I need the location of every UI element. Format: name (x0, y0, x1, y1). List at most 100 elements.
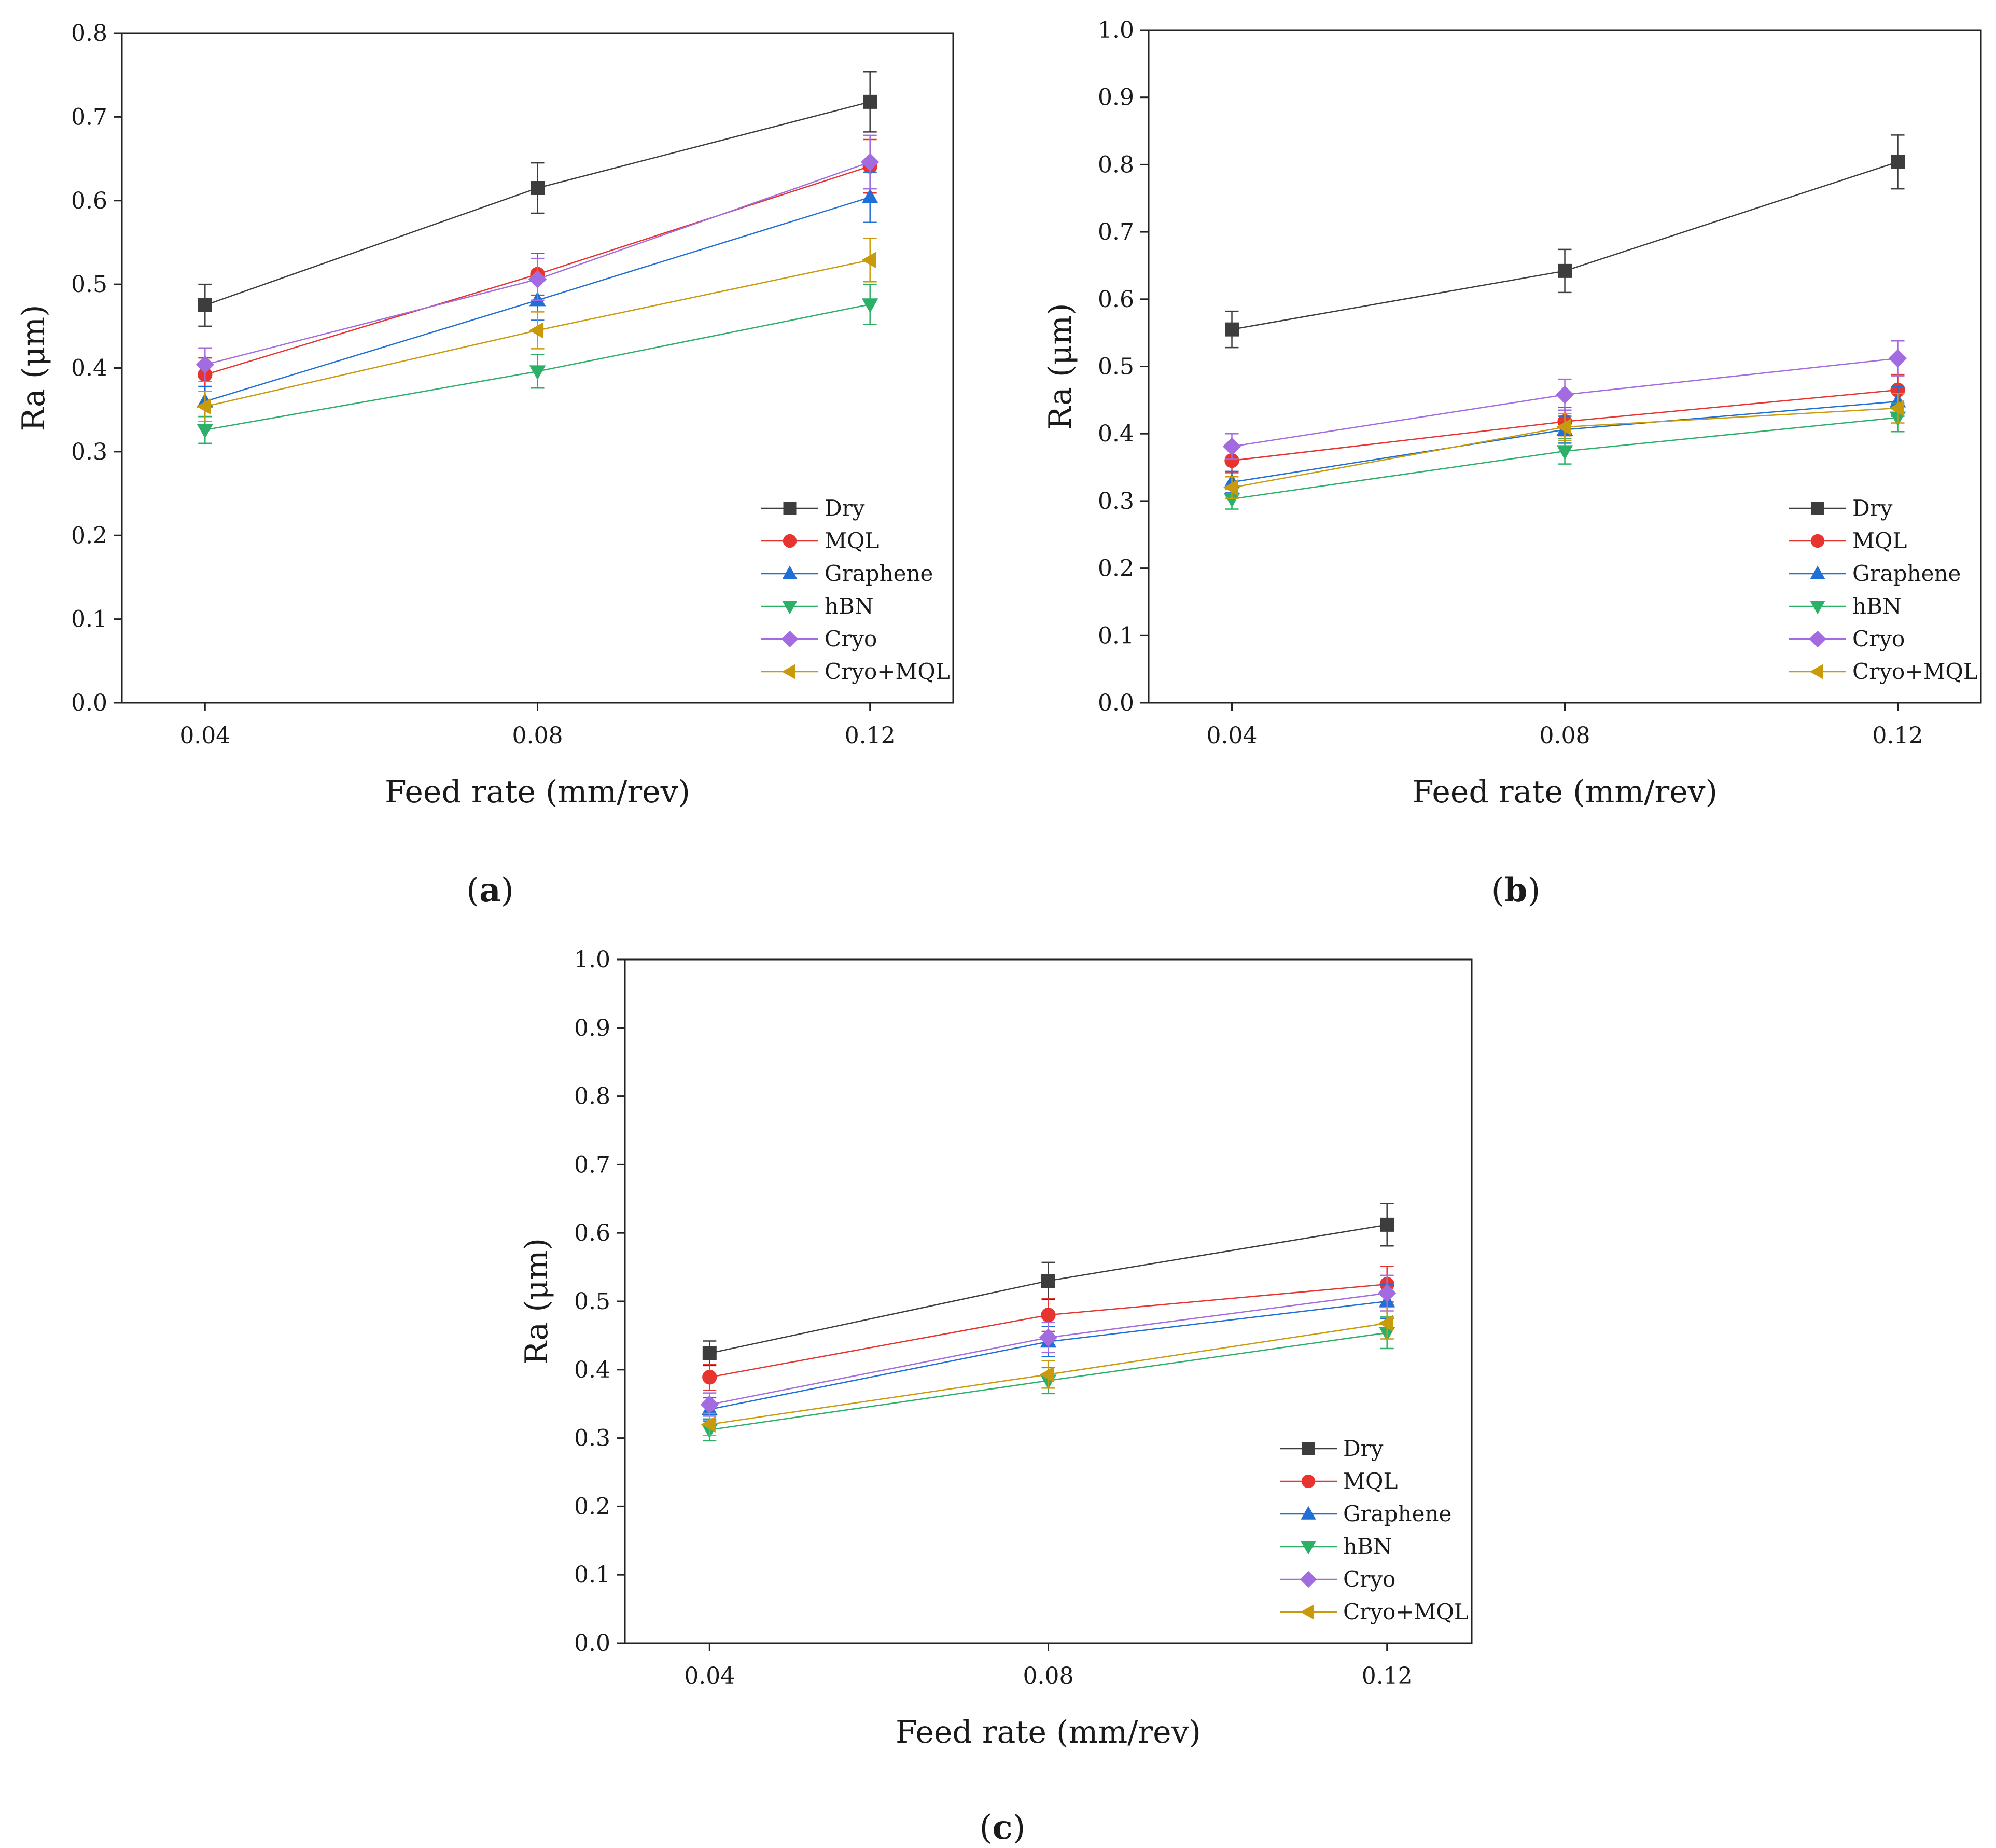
data-point (1041, 1273, 1055, 1288)
legend-label: MQL (1852, 528, 1907, 553)
legend-label: Cryo (825, 626, 877, 651)
legend: Dry MQL Graphene hBN Cryo Cryo+MQL (761, 495, 950, 684)
y-tick-label: 0.9 (574, 1015, 610, 1041)
x-tick-label: 0.08 (512, 722, 563, 749)
data-point (861, 188, 878, 203)
x-tick-label: 0.08 (1540, 722, 1590, 749)
legend-marker (1809, 664, 1823, 679)
y-tick-label: 0.8 (1098, 151, 1134, 178)
y-tick-label: 0.5 (574, 1288, 610, 1315)
y-tick-label: 1.0 (1098, 17, 1134, 44)
legend-marker (781, 664, 795, 679)
legend-label: Cryo+MQL (1343, 1599, 1469, 1624)
legend-marker (1810, 601, 1825, 615)
data-point (1555, 385, 1574, 404)
y-tick-label: 0.5 (1098, 354, 1134, 380)
y-tick-label: 1.0 (574, 947, 610, 973)
data-point (702, 1346, 717, 1360)
legend-label: Dry (1852, 495, 1893, 521)
data-point (702, 1370, 717, 1385)
legend-label: hBN (1852, 593, 1902, 619)
legend-marker (1301, 1541, 1316, 1555)
data-point (531, 181, 545, 196)
legend-marker (782, 601, 798, 615)
data-point (1222, 437, 1241, 456)
data-point (196, 355, 214, 374)
y-tick-label: 0.2 (1098, 555, 1134, 582)
legend-marker (782, 565, 798, 579)
y-tick-label: 0.1 (71, 606, 107, 633)
data-point (861, 298, 878, 313)
y-tick-label: 0.9 (1098, 85, 1134, 111)
legend-label: Graphene (1852, 561, 1961, 586)
series-dry (1225, 134, 1905, 349)
legend-label: Graphene (825, 561, 933, 586)
series-line (1232, 161, 1898, 330)
y-tick-label: 0.2 (574, 1493, 610, 1520)
series-cryo-mql (701, 1307, 1394, 1436)
y-axis-title: Ra (μm) (1042, 303, 1079, 429)
data-point (701, 1416, 716, 1433)
y-tick-label: 0.0 (574, 1630, 610, 1657)
y-tick-label: 0.3 (574, 1425, 610, 1452)
x-tick-label: 0.04 (684, 1663, 735, 1689)
panel-label: (a) (466, 871, 513, 910)
x-axis-title: Feed rate (mm/rev) (1412, 774, 1718, 810)
legend-marker (1809, 630, 1826, 648)
legend-label: Graphene (1343, 1501, 1451, 1526)
legend-label: hBN (825, 593, 874, 619)
data-point (1041, 1308, 1056, 1323)
y-tick-label: 0.8 (71, 20, 107, 47)
legend-marker (1810, 565, 1825, 579)
legend-label: Cryo+MQL (825, 659, 950, 684)
legend-marker (1302, 1442, 1315, 1455)
chart-panel-b: 0.0 0.1 0.2 0.3 0.4 0.5 0.6 0.7 0.8 0.9 1.0 0.04 0.0… (1042, 17, 1982, 910)
series-cryo-mql (1223, 393, 1905, 499)
y-tick-label: 0.6 (1098, 286, 1134, 313)
y-tick-label: 0.1 (574, 1562, 610, 1588)
data-point (197, 424, 214, 439)
data-point (1556, 419, 1571, 436)
legend-marker (1300, 1604, 1314, 1620)
x-tick-label: 0.12 (845, 722, 896, 749)
x-tick-label: 0.12 (1362, 1663, 1413, 1689)
y-tick-label: 0.3 (1098, 488, 1134, 515)
legend-marker (1810, 534, 1825, 548)
y-tick-label: 0.7 (1098, 219, 1134, 245)
series-cryo (1222, 340, 1907, 460)
legend-label: Dry (825, 495, 865, 521)
panel-label: (b) (1491, 871, 1541, 910)
y-tick-label: 0.8 (574, 1083, 610, 1110)
data-point (861, 252, 876, 269)
y-axis-title: Ra (μm) (16, 304, 52, 431)
legend-marker (1300, 1571, 1317, 1588)
y-tick-label: 0.6 (574, 1220, 610, 1246)
series-cryo (196, 134, 880, 382)
series-cryo-mql (196, 238, 877, 423)
x-tick-label: 0.08 (1023, 1663, 1074, 1689)
data-point (1378, 1284, 1397, 1302)
y-tick-label: 0.7 (71, 104, 107, 130)
chart-panel-a: 0.0 0.1 0.2 0.3 0.4 0.5 0.6 0.7 0.8 0.04 0.08 0.12 F… (16, 20, 954, 910)
data-point (1223, 479, 1238, 496)
y-tick-label: 0.7 (574, 1151, 610, 1178)
data-point (1225, 322, 1239, 337)
data-point (196, 398, 211, 415)
y-tick-label: 0.1 (1098, 622, 1134, 649)
legend-marker (1811, 502, 1824, 515)
y-tick-label: 0.6 (71, 188, 107, 214)
panel-label: (c) (980, 1808, 1026, 1847)
data-point (1378, 1315, 1393, 1331)
data-point (700, 1395, 719, 1414)
data-point (1556, 445, 1573, 460)
data-point (528, 270, 547, 289)
data-point (1558, 263, 1572, 278)
legend-label: hBN (1343, 1534, 1392, 1559)
legend: Dry MQL Graphene hBN Cryo Cryo+MQL (1280, 1436, 1469, 1624)
data-point (529, 365, 546, 380)
legend-label: Cryo+MQL (1852, 659, 1978, 684)
legend-marker (1301, 1506, 1316, 1520)
y-tick-label: 0.0 (71, 690, 107, 716)
data-point (1891, 155, 1905, 169)
